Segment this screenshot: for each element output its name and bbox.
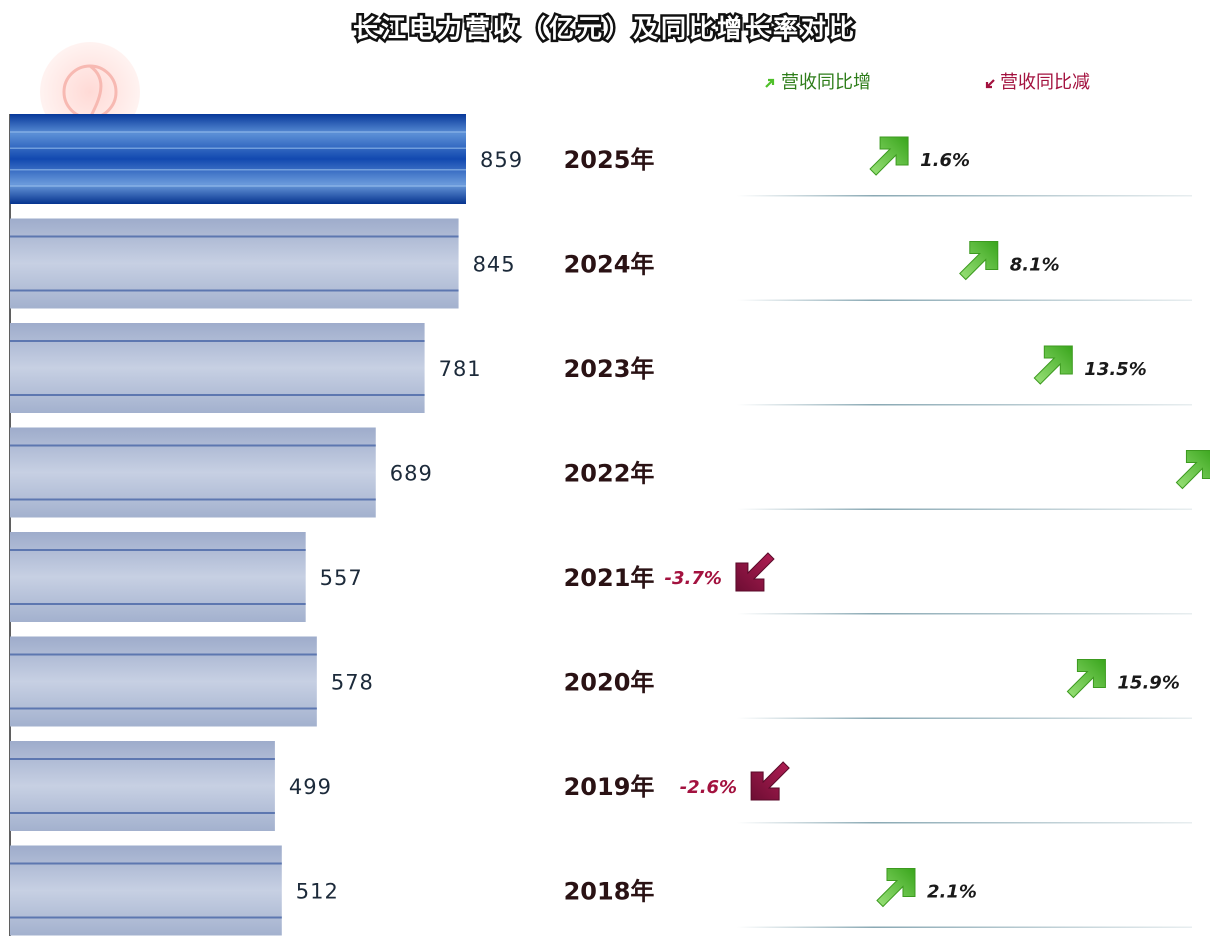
legend-up-label: 营收同比增 xyxy=(781,72,871,93)
revenue-bar xyxy=(10,427,376,518)
year-label: 2020年 xyxy=(564,669,655,697)
bar-value-label: 781 xyxy=(439,357,482,381)
arrow-shape xyxy=(876,868,916,908)
year-label: 2023年 xyxy=(564,355,655,383)
year-label: 2021年 xyxy=(564,564,655,592)
growth-rate-label: 2.1% xyxy=(927,882,977,903)
revenue-bar xyxy=(10,636,317,727)
year-label: 2018年 xyxy=(564,878,655,906)
arrow-shape xyxy=(1066,659,1106,699)
year-label: 2019年 xyxy=(564,773,655,801)
growth-up-arrow-icon xyxy=(1175,450,1210,490)
legend-down-icon xyxy=(985,79,995,89)
year-label: 2024年 xyxy=(564,251,655,279)
arrow-shape xyxy=(959,241,999,281)
revenue-bar xyxy=(10,845,282,936)
growth-up-arrow-icon xyxy=(876,868,916,908)
growth-down-arrow-icon xyxy=(750,761,790,801)
revenue-bar xyxy=(10,323,425,413)
growth-up-arrow-icon xyxy=(959,241,999,281)
growth-rate-label: -2.6% xyxy=(680,777,737,798)
legend: 营收同比增 营收同比减 xyxy=(765,72,1090,93)
row-separator xyxy=(737,822,1192,824)
revenue-bar xyxy=(10,532,306,622)
year-label: 2022年 xyxy=(564,460,655,488)
bar-value-label: 859 xyxy=(480,148,523,172)
row-separator xyxy=(737,717,1192,719)
growth-rate-label: 13.5% xyxy=(1084,359,1146,380)
bar-value-label: 578 xyxy=(331,671,374,695)
row-separator xyxy=(737,195,1192,197)
revenue-bar xyxy=(10,741,275,831)
row-separator xyxy=(737,613,1192,615)
legend-up-icon xyxy=(765,78,775,88)
arrow-shape xyxy=(869,136,909,176)
arrow-shape xyxy=(735,552,775,592)
revenue-bar xyxy=(10,114,466,204)
growth-rate-label: 8.1% xyxy=(1010,255,1060,276)
row-separator xyxy=(737,926,1192,928)
arrow-shape xyxy=(750,761,790,801)
arrow-shape xyxy=(1175,450,1210,490)
bar-value-label: 512 xyxy=(296,880,339,904)
growth-up-arrow-icon xyxy=(1033,345,1073,385)
growth-rate-label: 1.6% xyxy=(920,150,970,171)
arrow-shape xyxy=(1033,345,1073,385)
revenue-bar xyxy=(10,218,459,309)
growth-up-arrow-icon xyxy=(869,136,909,176)
row-separator xyxy=(737,299,1192,301)
bar-value-label: 557 xyxy=(320,566,363,590)
year-label: 2025年 xyxy=(564,146,655,174)
bar-value-label: 689 xyxy=(390,462,433,486)
chart-rows: 859 2025年 1.6% 845 2024年 8.1% 781 2023年 13.5% 689… xyxy=(10,114,1210,936)
bar-value-label: 499 xyxy=(289,775,332,799)
row-separator xyxy=(737,508,1192,510)
growth-up-arrow-icon xyxy=(1066,659,1106,699)
row-separator xyxy=(737,404,1192,406)
growth-rate-label: 15.9% xyxy=(1117,673,1179,694)
growth-rate-label: -3.7% xyxy=(665,568,722,589)
bar-value-label: 845 xyxy=(473,253,516,277)
growth-down-arrow-icon xyxy=(735,552,775,592)
chart-title: 长江电力营收（亿元）及同比增长率对比 xyxy=(353,14,857,43)
legend-down-label: 营收同比减 xyxy=(1000,72,1090,93)
